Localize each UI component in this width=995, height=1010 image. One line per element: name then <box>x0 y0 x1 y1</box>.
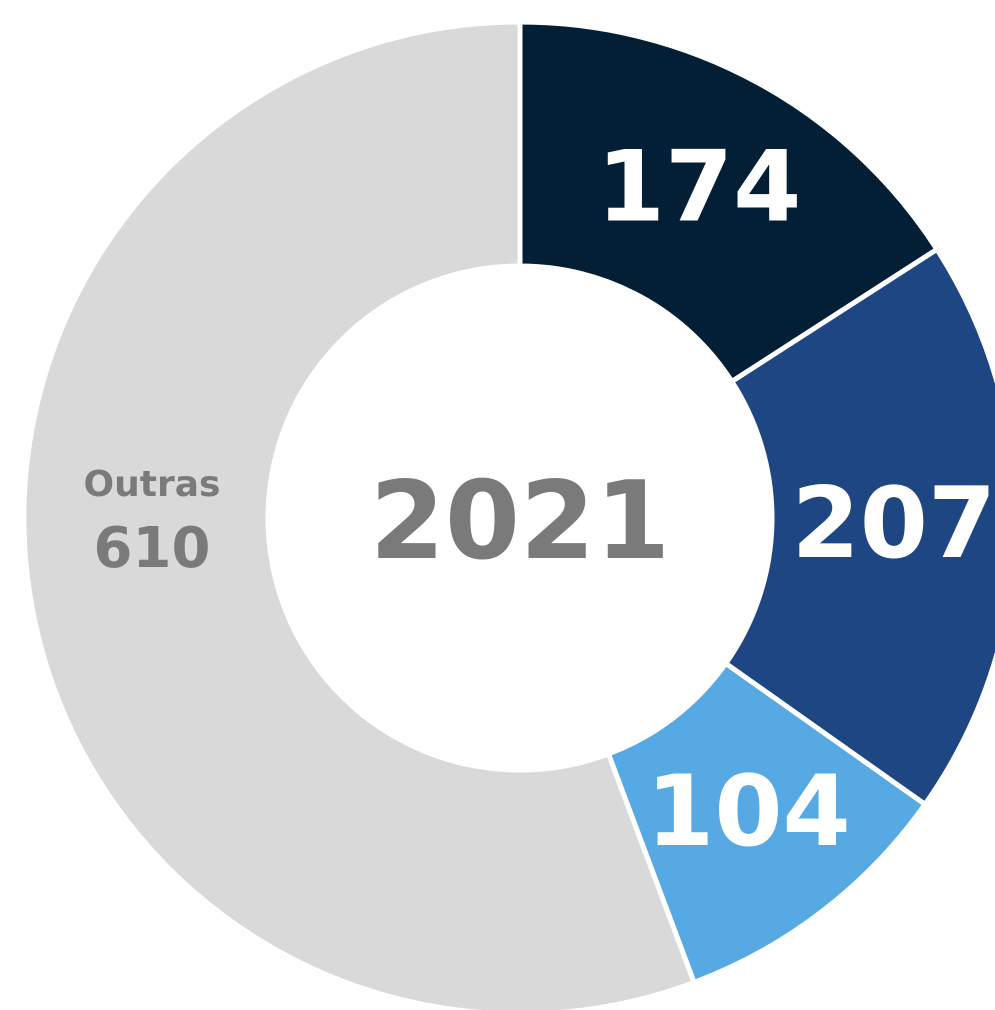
donut-slice <box>517 19 941 385</box>
donut-slice <box>722 245 995 808</box>
center-label: 2021 <box>370 459 671 584</box>
slice-value-label: 207 <box>792 467 995 581</box>
slice-value-label: 610 <box>94 516 211 581</box>
slice-value-label: 104 <box>646 755 851 869</box>
slice-category-label: Outras <box>84 464 221 505</box>
slice-value-label: 174 <box>597 130 802 244</box>
donut-slice <box>21 19 698 1010</box>
